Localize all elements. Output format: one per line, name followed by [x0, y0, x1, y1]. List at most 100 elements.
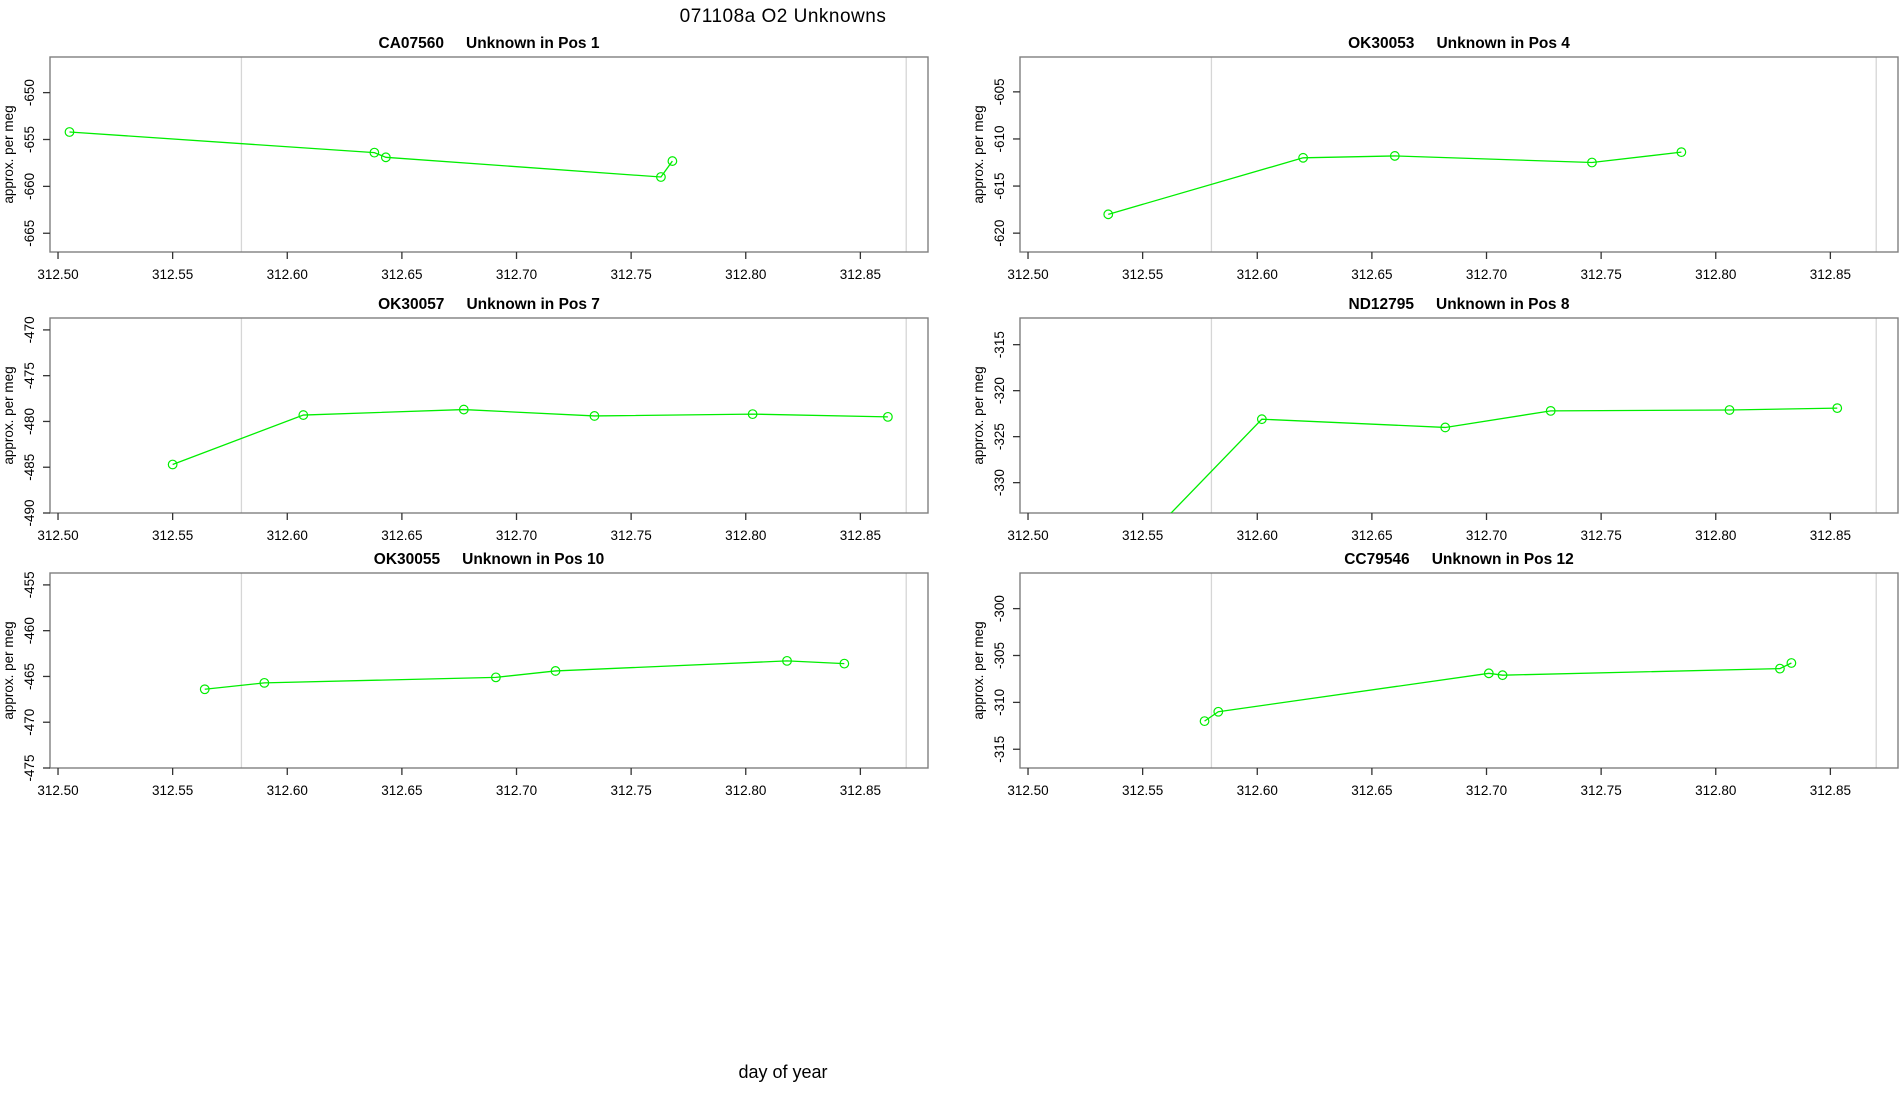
y-axis-label: approx. per meg [971, 621, 986, 719]
x-tick-label: 312.75 [610, 528, 651, 543]
x-tick-label: 312.55 [152, 783, 193, 798]
y-axis-label: approx. per meg [1, 621, 16, 719]
plot-box [49, 56, 929, 253]
x-tick-label: 312.55 [152, 528, 193, 543]
y-tick-label: -475 [22, 754, 37, 781]
data-point [490, 672, 501, 683]
data-point [882, 411, 893, 422]
y-axis-label: approx. per meg [971, 366, 986, 464]
y-tick-label: -665 [22, 220, 37, 247]
data-point [1199, 716, 1210, 727]
plot-box [1019, 572, 1899, 769]
x-axis-label: day of year [738, 1062, 828, 1082]
data-point [199, 684, 210, 695]
x-tick-label: 312.60 [1237, 267, 1278, 282]
data-point [369, 147, 380, 158]
x-tick-label: 312.70 [1466, 528, 1507, 543]
subplot-nd12795: ND12795 Unknown in Pos 8 -315 -320 -325 -330 a… [971, 296, 1899, 543]
subplot-title: OK30055 Unknown in Pos 10 [374, 551, 604, 568]
data-series [1199, 658, 1797, 727]
y-tick-label: -305 [992, 642, 1007, 669]
y-tick-label: -615 [992, 173, 1007, 200]
x-tick-label: 312.70 [496, 528, 537, 543]
data-point [656, 172, 666, 182]
y-tick-label: -650 [22, 79, 37, 106]
x-tick-label: 312.50 [37, 267, 78, 282]
x-tick-label: 312.50 [1007, 267, 1048, 282]
data-point [1832, 403, 1843, 414]
y-tick-label: -460 [22, 617, 37, 644]
y-tick-label: -465 [22, 663, 37, 690]
x-tick-label: 312.65 [381, 267, 422, 282]
y-tick-label: -315 [992, 736, 1007, 763]
x-tick-label: 312.65 [1351, 267, 1392, 282]
x-tick-label: 312.75 [1580, 528, 1621, 543]
x-tick-label: 312.70 [496, 783, 537, 798]
data-series [199, 655, 850, 695]
subplot-title: OK30053 Unknown in Pos 4 [1348, 35, 1570, 52]
subplot-title: CC79546 Unknown in Pos 12 [1344, 551, 1574, 568]
data-point [298, 410, 309, 420]
data-point [1775, 663, 1785, 674]
x-tick-label: 312.70 [1466, 783, 1507, 798]
data-point [1298, 152, 1309, 163]
y-tick-label: -320 [992, 377, 1007, 404]
x-tick-label: 312.60 [267, 267, 308, 282]
data-point [589, 411, 600, 421]
data-point [1256, 414, 1267, 425]
x-tick-label: 312.50 [37, 528, 78, 543]
x-tick-label: 312.65 [1351, 783, 1392, 798]
data-line [172, 408, 888, 466]
x-tick-label: 312.85 [1810, 528, 1851, 543]
x-tick-label: 312.80 [725, 783, 766, 798]
data-point [259, 677, 270, 688]
x-tick-label: 312.65 [381, 783, 422, 798]
y-tick-label: -660 [22, 173, 37, 200]
subplot-ok30053: OK30053 Unknown in Pos 4 -605 -610 -615 -620 a… [971, 35, 1899, 282]
x-tick-label: 312.50 [1007, 783, 1048, 798]
data-series [1170, 403, 1843, 513]
subplot-ca07560: CA07560 Unknown in Pos 1 -650 -655 -660 -665 a… [1, 35, 929, 282]
x-tick-label: 312.55 [152, 267, 193, 282]
y-tick-label: -490 [22, 499, 37, 526]
data-point [1676, 147, 1687, 158]
y-tick-label: -300 [992, 595, 1007, 622]
data-point [1587, 157, 1597, 168]
data-line [69, 131, 673, 178]
data-point [1440, 422, 1451, 433]
x-tick-label: 312.85 [1810, 267, 1851, 282]
x-tick-label: 312.85 [840, 783, 881, 798]
y-tick-label: -315 [992, 331, 1007, 358]
x-tick-label: 312.85 [840, 267, 881, 282]
data-point [550, 666, 561, 676]
data-point [1497, 670, 1508, 681]
data-point [1724, 405, 1735, 415]
y-axis-label: approx. per meg [971, 105, 986, 203]
x-tick-label: 312.55 [1122, 267, 1163, 282]
data-point [1213, 706, 1224, 717]
subplot-title: OK30057 Unknown in Pos 7 [378, 296, 600, 313]
data-point [1483, 668, 1494, 679]
data-line [1170, 407, 1838, 513]
plot-box [49, 317, 929, 514]
data-line [1108, 151, 1682, 215]
y-tick-label: -310 [992, 689, 1007, 716]
plot-box [1019, 56, 1899, 253]
data-point [458, 404, 469, 415]
y-tick-label: -330 [992, 469, 1007, 496]
x-tick-label: 312.75 [610, 267, 651, 282]
data-point [839, 658, 850, 669]
page-title: 071108a O2 Unknowns [679, 6, 887, 27]
y-tick-label: -475 [22, 362, 37, 389]
x-tick-label: 312.65 [1351, 528, 1392, 543]
data-point [667, 156, 678, 166]
x-tick-label: 312.70 [496, 267, 537, 282]
y-tick-label: -455 [22, 571, 37, 598]
data-point [747, 409, 758, 420]
x-tick-label: 312.60 [1237, 528, 1278, 543]
x-tick-label: 312.75 [1580, 783, 1621, 798]
data-point [167, 459, 178, 470]
y-axis-label: approx. per meg [1, 105, 16, 203]
y-tick-label: -655 [22, 126, 37, 153]
